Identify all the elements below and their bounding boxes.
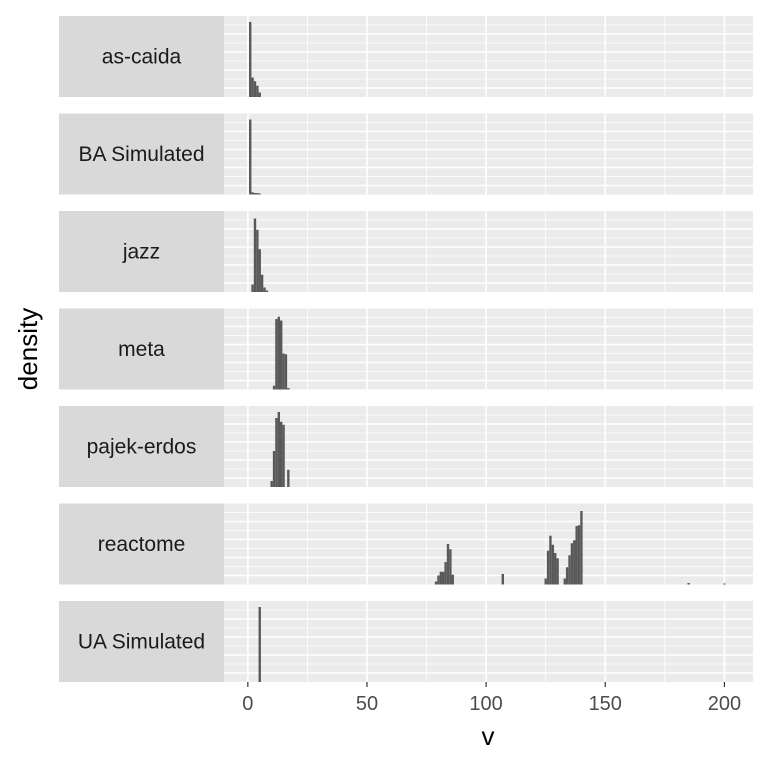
- histogram-bar: [249, 22, 252, 97]
- histogram-bar: [253, 218, 257, 292]
- histogram-bar: [275, 319, 278, 390]
- facet-strip: [59, 308, 224, 390]
- histogram-bar: [546, 550, 550, 585]
- histogram-bar: [277, 316, 280, 390]
- x-tick-label: 50: [356, 693, 378, 715]
- histogram-bar: [575, 526, 578, 585]
- histogram-bar: [501, 574, 504, 585]
- histogram-bar: [570, 543, 574, 585]
- histogram-bar: [279, 421, 283, 487]
- histogram-bar: [258, 607, 261, 682]
- histogram-bar: [256, 229, 259, 292]
- x-tick-label: 150: [589, 693, 622, 715]
- histogram-bar: [251, 77, 254, 97]
- facet-panel: UA Simulated: [59, 601, 753, 682]
- histogram-bar: [554, 553, 557, 585]
- x-tick-label: 200: [708, 693, 741, 715]
- histogram-bar: [282, 424, 285, 487]
- histogram-bar: [287, 469, 290, 487]
- histogram-bar: [253, 193, 257, 195]
- histogram-bar: [687, 583, 690, 585]
- histogram-bar: [249, 119, 252, 195]
- plot-panel: [224, 211, 753, 292]
- histogram-bar: [251, 192, 254, 195]
- plot-panel: [224, 113, 753, 195]
- histogram-bar: [568, 555, 571, 585]
- facet-strip: [59, 601, 224, 682]
- facet-strip: [59, 16, 224, 97]
- histogram-bar: [251, 284, 254, 292]
- facet-panel: reactome: [59, 503, 753, 585]
- facet-strip: [59, 211, 224, 292]
- histogram-bar: [272, 451, 276, 487]
- histogram-bar: [272, 385, 276, 390]
- x-axis-label: v: [482, 721, 495, 751]
- histogram-bar: [256, 85, 259, 97]
- histogram-bar: [253, 81, 257, 97]
- facet-strip: [59, 113, 224, 195]
- histogram-bar: [277, 412, 280, 487]
- x-tick-label: 0: [242, 693, 253, 715]
- facet-label: UA Simulated: [78, 631, 205, 654]
- facet-label: pajek-erdos: [87, 436, 197, 459]
- facet-label: meta: [118, 338, 165, 361]
- histogram-bar: [451, 574, 454, 585]
- histogram-bar: [563, 578, 566, 585]
- facet-panel: jazz: [59, 211, 753, 292]
- facet-strip: [59, 406, 224, 487]
- facet-panel: pajek-erdos: [59, 406, 753, 487]
- histogram-bar: [556, 558, 559, 585]
- histogram-bar: [449, 549, 452, 585]
- histogram-bar: [580, 511, 583, 585]
- plot-panel: [224, 308, 753, 390]
- histogram-bar: [573, 540, 576, 585]
- histogram-bar: [446, 544, 450, 585]
- histogram-bar: [439, 571, 443, 585]
- histogram-bar: [434, 581, 438, 585]
- plot-panel: [224, 601, 753, 682]
- histogram-bar: [442, 571, 445, 585]
- histogram-bar: [258, 249, 261, 292]
- facet-label: BA Simulated: [78, 143, 204, 166]
- histogram-bar: [444, 562, 447, 585]
- facet-label: jazz: [122, 241, 160, 264]
- plot-panel: [224, 503, 753, 585]
- histogram-bar: [258, 92, 261, 97]
- histogram-bar: [284, 354, 288, 390]
- histogram-bar: [544, 578, 547, 585]
- facet-label: as-caida: [102, 46, 182, 69]
- histogram-bar: [577, 525, 581, 585]
- histogram-bar: [723, 583, 726, 585]
- histogram-bar: [258, 193, 261, 195]
- facet-strip: [59, 503, 224, 585]
- histogram-bar: [256, 193, 259, 195]
- facet-panel: as-caida: [59, 16, 753, 97]
- histogram-bar: [275, 418, 278, 487]
- histogram-bar: [265, 290, 269, 292]
- histogram-bar: [270, 481, 273, 487]
- histogram-bar: [565, 567, 569, 585]
- histogram-bar: [287, 388, 290, 390]
- histogram-bar: [279, 320, 283, 390]
- plot-panel: [224, 16, 753, 97]
- histogram-bar: [551, 544, 555, 585]
- histogram-bar: [263, 287, 266, 292]
- x-tick-label: 100: [469, 693, 502, 715]
- facet-panel: meta: [59, 308, 753, 390]
- histogram-bar: [437, 575, 440, 585]
- facet-label: reactome: [98, 533, 186, 556]
- plot-panel: [224, 406, 753, 487]
- histogram-bar: [260, 274, 264, 292]
- histogram-bar: [549, 535, 552, 585]
- histogram-bar: [282, 353, 285, 390]
- y-axis-label: density: [13, 308, 43, 390]
- facet-panel: BA Simulated: [59, 113, 753, 195]
